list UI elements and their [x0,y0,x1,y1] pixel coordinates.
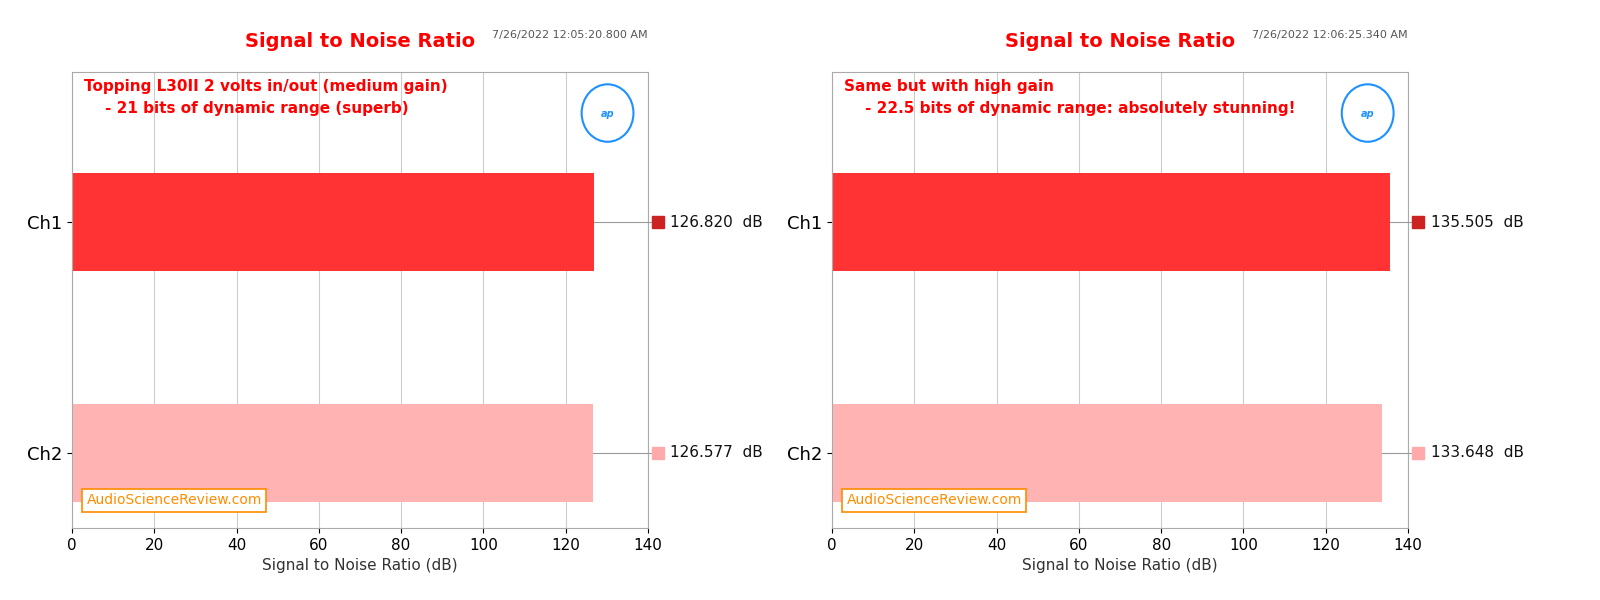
Bar [72,404,592,502]
Text: 7/26/2022 12:05:20.800 AM: 7/26/2022 12:05:20.800 AM [493,30,648,40]
Bar [72,173,594,271]
X-axis label: Signal to Noise Ratio (dB): Signal to Noise Ratio (dB) [262,558,458,573]
Text: Topping L30II 2 volts in/out (medium gain)
    - 21 bits of dynamic range (super: Topping L30II 2 volts in/out (medium gai… [83,79,446,116]
Text: 133.648  dB: 133.648 dB [1430,445,1523,460]
Bar [832,173,1389,271]
Text: Same but with high gain
    - 22.5 bits of dynamic range: absolutely stunning!: Same but with high gain - 22.5 bits of d… [843,79,1294,116]
Text: 7/26/2022 12:06:25.340 AM: 7/26/2022 12:06:25.340 AM [1253,30,1408,40]
Text: AudioScienceReview.com: AudioScienceReview.com [86,493,262,508]
Text: 126.820  dB: 126.820 dB [670,215,763,230]
Title: Signal to Noise Ratio: Signal to Noise Ratio [1005,32,1235,51]
Text: 126.577  dB: 126.577 dB [670,445,763,460]
Title: Signal to Noise Ratio: Signal to Noise Ratio [245,32,475,51]
Text: 135.505  dB: 135.505 dB [1430,215,1523,230]
X-axis label: Signal to Noise Ratio (dB): Signal to Noise Ratio (dB) [1022,558,1218,573]
Text: AudioScienceReview.com: AudioScienceReview.com [846,493,1022,508]
Bar [832,404,1382,502]
